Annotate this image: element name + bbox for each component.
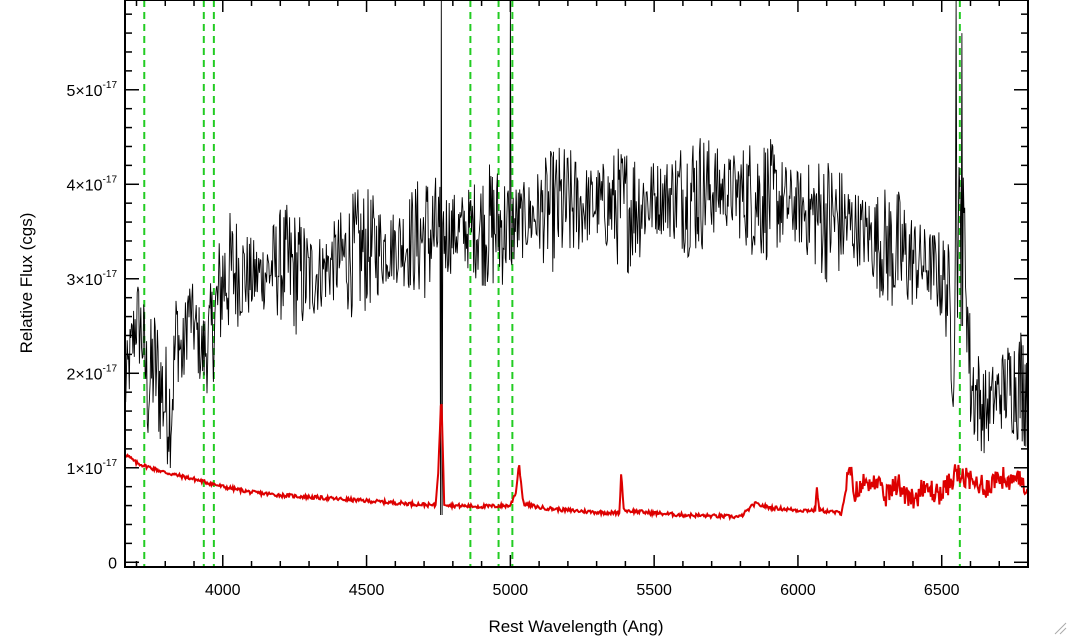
- reference-lines: [143, 0, 961, 567]
- spectrum-series: [124, 0, 1029, 516]
- y-tick-exponent: -17: [103, 458, 118, 469]
- x-axis-ticks: 4000 4500 5000 5500 6000 6500: [135, 0, 1029, 599]
- y-tick-exponent: -17: [103, 269, 118, 280]
- y-tick-mantissa: 2: [67, 366, 76, 383]
- y-tick-label: 3×10-17: [67, 269, 118, 289]
- y-tick-label: 2×10-17: [67, 363, 118, 383]
- y-tick-label: 5×10-17: [67, 80, 118, 100]
- y-tick-label: 4×10-17: [67, 174, 118, 194]
- y-tick-times: ×10: [75, 83, 102, 100]
- y-tick-mantissa: 3: [67, 272, 76, 289]
- x-tick-label: 4000: [205, 582, 241, 599]
- y-tick-times: ×10: [75, 272, 102, 289]
- y-axis-label: Relative Flux (cgs): [17, 213, 36, 354]
- plot-frame: [124, 0, 1029, 568]
- y-tick-exponent: -17: [103, 174, 118, 185]
- y-axis-ticks: 01×10-172×10-173×10-174×10-175×10-17: [67, 13, 1028, 572]
- x-tick-label: 6500: [924, 582, 960, 599]
- series-layer: [124, 0, 1029, 522]
- y-tick-mantissa: 4: [67, 177, 76, 194]
- y-tick-exponent: -17: [103, 80, 118, 91]
- y-tick-label: 1×10-17: [67, 458, 118, 478]
- error-series: [124, 403, 1029, 522]
- y-tick-times: ×10: [75, 177, 102, 194]
- y-tick-exponent: -17: [103, 363, 118, 374]
- y-tick-mantissa: 1: [67, 461, 76, 478]
- resize-grip-icon[interactable]: [1053, 621, 1067, 635]
- x-tick-label: 6000: [780, 582, 816, 599]
- y-tick-mantissa: 5: [67, 83, 76, 100]
- x-tick-label: 5500: [636, 582, 672, 599]
- x-tick-label: 4500: [349, 582, 385, 599]
- x-tick-label: 5000: [493, 582, 529, 599]
- x-axis-label: Rest Wavelength (Ang): [488, 617, 663, 636]
- y-tick-times: ×10: [75, 366, 102, 383]
- y-tick-times: ×10: [75, 461, 102, 478]
- y-tick-mantissa: 0: [108, 555, 117, 572]
- y-tick-label: 0: [108, 555, 117, 572]
